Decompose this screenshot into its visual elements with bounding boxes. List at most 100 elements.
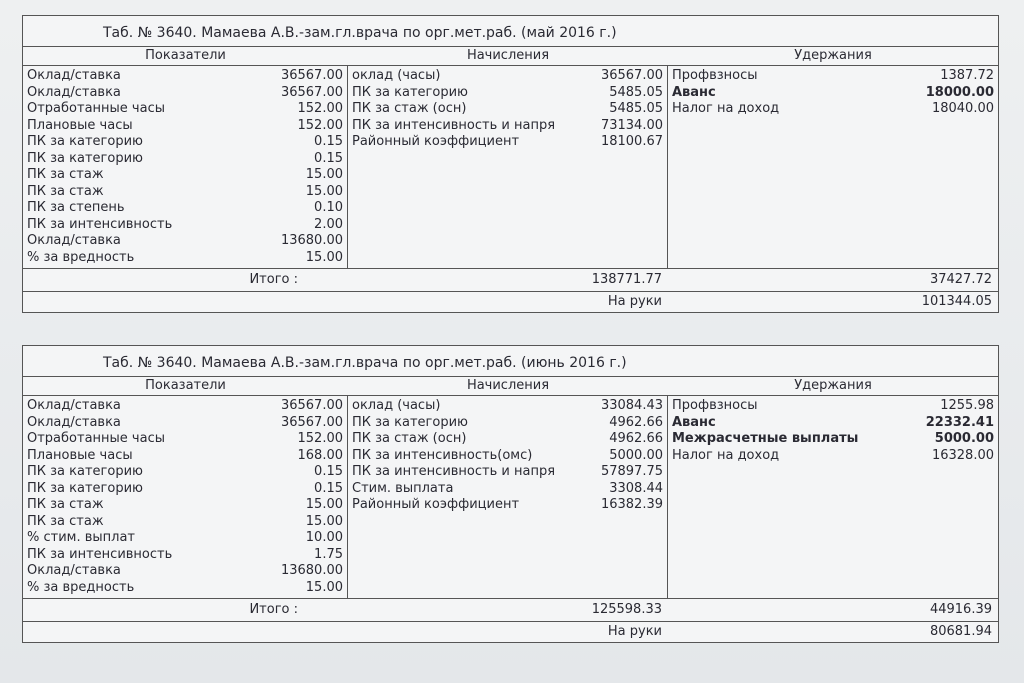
indicator-row: % за вредность 15.00	[27, 580, 343, 597]
value: 4962.66	[609, 431, 663, 446]
indicator-row: ПК за стаж 15.00	[27, 167, 343, 184]
column-header: Показатели	[145, 378, 226, 393]
label: ПК за стаж	[27, 183, 104, 199]
label: Оклад/ставка	[27, 414, 121, 430]
indicator-row: Оклад/ставка 36567.00	[27, 85, 343, 102]
label: Оклад/ставка	[27, 398, 121, 413]
value: 16382.39	[600, 497, 663, 512]
label: Межрасчетные выплаты	[672, 431, 859, 446]
accrual-row: Районный коэффициент 16382.39	[352, 497, 663, 514]
accruals: оклад (часы) 36567.00 ПК за категорию 5485.…	[348, 66, 668, 268]
label: ПК за категорию	[352, 414, 468, 430]
value: 36567.00	[280, 84, 343, 100]
value: 3308.44	[609, 480, 663, 496]
accruals-total: 125598.33	[591, 602, 662, 617]
value: 22332.41	[925, 414, 994, 430]
label: Оклад/ставка	[27, 84, 121, 100]
label: ПК за стаж	[27, 497, 104, 512]
indicators: Оклад/ставка 36567.00 Оклад/ставка 36567.00…	[23, 66, 348, 268]
label: Аванс	[672, 414, 716, 430]
label: Районный коэффициент	[352, 497, 520, 512]
label: ПК за интенсивность и напря	[352, 464, 556, 479]
label: % стим. выплат	[27, 530, 135, 545]
label: Оклад/ставка	[27, 233, 121, 248]
deduction-row: Налог на доход 18040.00	[672, 101, 994, 118]
column-header: Удержания	[794, 48, 872, 63]
label: ПК за стаж (осн)	[352, 101, 467, 116]
value: 18040.00	[931, 101, 994, 116]
value: 1.75	[314, 546, 343, 562]
deduction-row: Налог на доход 16328.00	[672, 448, 994, 465]
deduction-row: Профвзносы 1387.72	[672, 68, 994, 85]
label: ПК за категорию	[352, 84, 468, 100]
body: Оклад/ставка 36567.00 Оклад/ставка 36567.00…	[23, 66, 998, 269]
label: ПК за категорию	[27, 480, 143, 496]
value: 2.00	[314, 216, 343, 232]
indicator-row: Отработанные часы 152.00	[27, 101, 343, 118]
label: ПК за стаж (осн)	[352, 431, 467, 446]
label: ПК за категорию	[27, 464, 143, 479]
indicator-row: ПК за категорию 0.15	[27, 481, 343, 498]
indicator-row: ПК за интенсивность 2.00	[27, 217, 343, 234]
header-row: Показатели Начисления Удержания	[23, 47, 998, 66]
label: Оклад/ставка	[27, 68, 121, 83]
value: 0.15	[314, 150, 343, 166]
indicator-row: ПК за интенсивность 1.75	[27, 547, 343, 564]
indicator-row: % стим. выплат 10.00	[27, 530, 343, 547]
value: 0.15	[314, 134, 343, 149]
column-header: Начисления	[466, 48, 550, 63]
payslip: Таб. № 3640. Мамаева А.В.-зам.гл.врача п…	[22, 15, 999, 313]
accrual-row: ПК за интенсивность(омс) 5000.00	[352, 448, 663, 465]
label: % за вредность	[27, 579, 135, 595]
deductions-total: 37427.72	[929, 272, 992, 287]
column-header: Начисления	[466, 378, 550, 393]
value: 0.15	[314, 464, 343, 479]
label: Профвзносы	[672, 68, 758, 83]
value: 15.00	[305, 497, 343, 512]
indicator-row: Оклад/ставка 13680.00	[27, 233, 343, 250]
value: 33084.43	[600, 398, 663, 413]
total-label: Итого :	[249, 272, 298, 287]
label: Отработанные часы	[27, 101, 165, 116]
label: Оклад/ставка	[27, 563, 121, 578]
net-value: 80681.94	[929, 624, 992, 639]
value: 73134.00	[600, 117, 663, 133]
deduction-row: Аванс 18000.00	[672, 85, 994, 102]
label: Профвзносы	[672, 398, 758, 413]
value: 1387.72	[940, 68, 994, 83]
indicator-row: Плановые часы 168.00	[27, 448, 343, 465]
indicator-row: ПК за стаж 15.00	[27, 497, 343, 514]
value: 36567.00	[280, 68, 343, 83]
value: 15.00	[305, 249, 343, 265]
header-row: Показатели Начисления Удержания	[23, 377, 998, 396]
accruals: оклад (часы) 33084.43 ПК за категорию 4962.…	[348, 396, 668, 598]
label: оклад (часы)	[352, 398, 441, 413]
accrual-row: ПК за категорию 4962.66	[352, 415, 663, 432]
indicator-row: Оклад/ставка 36567.00	[27, 68, 343, 85]
value: 36567.00	[280, 414, 343, 430]
indicator-row: ПК за стаж 15.00	[27, 184, 343, 201]
label: % за вредность	[27, 249, 135, 265]
slip-title: Таб. № 3640. Мамаева А.В.-зам.гл.врача п…	[23, 346, 998, 377]
value: 36567.00	[600, 68, 663, 83]
value: 152.00	[297, 101, 344, 116]
indicator-row: ПК за степень 0.10	[27, 200, 343, 217]
label: ПК за интенсивность	[27, 216, 173, 232]
indicator-row: ПК за категорию 0.15	[27, 464, 343, 481]
column-header: Удержания	[794, 378, 872, 393]
label: оклад (часы)	[352, 68, 441, 83]
accrual-row: Районный коэффициент 18100.67	[352, 134, 663, 151]
value: 18100.67	[600, 134, 663, 149]
deduction-row: Аванс 22332.41	[672, 415, 994, 432]
body: Оклад/ставка 36567.00 Оклад/ставка 36567.00…	[23, 396, 998, 599]
label: Плановые часы	[27, 447, 133, 463]
label: Аванс	[672, 84, 716, 100]
accrual-row: ПК за категорию 5485.05	[352, 85, 663, 102]
label: ПК за стаж	[27, 167, 104, 182]
label: Районный коэффициент	[352, 134, 520, 149]
payslip: Таб. № 3640. Мамаева А.В.-зам.гл.врача п…	[22, 345, 999, 643]
total-row: Итого : 138771.77 37427.72	[23, 269, 998, 292]
accrual-row: оклад (часы) 33084.43	[352, 398, 663, 415]
value: 5485.05	[609, 84, 663, 100]
